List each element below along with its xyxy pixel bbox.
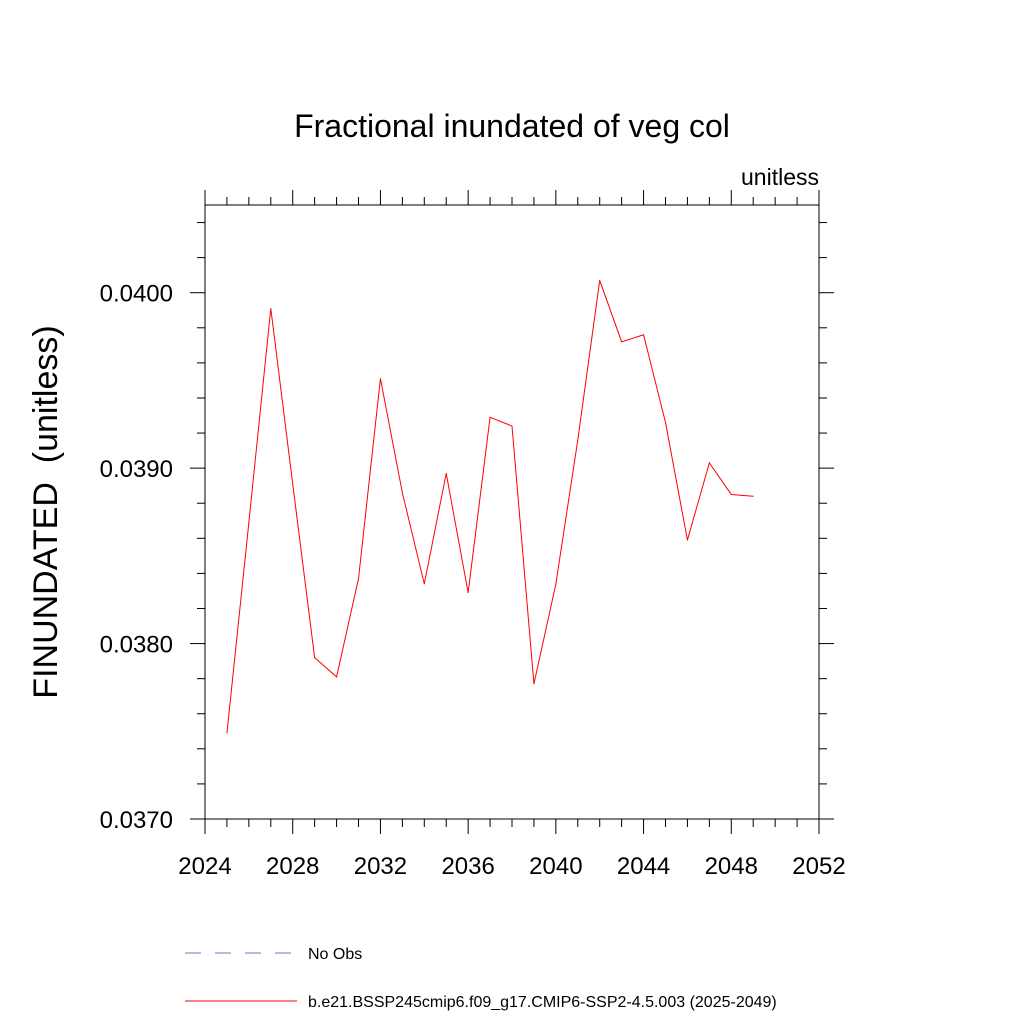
data-point (248, 522, 250, 524)
data-point (292, 483, 294, 485)
x-tick-label: 2024 (178, 853, 231, 880)
plot-frame (204, 204, 820, 820)
data-point (401, 492, 403, 494)
data-point (423, 583, 425, 585)
axis-ticks (190, 190, 834, 834)
data-point (379, 378, 381, 380)
x-tick-label: 2044 (617, 853, 670, 880)
legend-label: No Obs (308, 946, 362, 963)
x-tick-label: 2052 (792, 853, 845, 880)
y-tick-label: 0.0380 (100, 632, 173, 659)
data-point (621, 341, 623, 343)
data-point (730, 493, 732, 495)
x-tick-label: 2028 (266, 853, 319, 880)
y-tick-label: 0.0370 (100, 807, 173, 834)
legend-label: b.e21.BSSP245cmip6.f09_g17.CMIP6-SSP2-4.… (308, 994, 777, 1011)
y-tick-labels: 0.0370 0.0380 0.0390 0.0400 (100, 281, 173, 834)
data-point (445, 472, 447, 474)
data-point (533, 683, 535, 685)
y-tick-label: 0.0400 (100, 281, 173, 308)
data-point (643, 334, 645, 336)
y-tick-label: 0.0390 (100, 456, 173, 483)
data-point (489, 416, 491, 418)
data-point (686, 539, 688, 541)
y-axis-label: FINUNDATED (unitless) (27, 325, 65, 698)
plot-lines (226, 279, 754, 734)
data-point (226, 732, 228, 734)
data-point (577, 439, 579, 441)
data-point (599, 279, 601, 281)
data-point (708, 462, 710, 464)
x-tick-label: 2032 (354, 853, 407, 880)
data-point (358, 578, 359, 580)
x-tick-label: 2036 (441, 853, 494, 880)
data-point (467, 592, 469, 594)
data-point (314, 657, 316, 659)
series-line (226, 280, 754, 734)
x-tick-label: 2040 (529, 853, 582, 880)
data-point (752, 495, 754, 497)
x-tick-label: 2048 (705, 853, 758, 880)
x-tick-labels: 2024 2028 2032 2036 2040 2044 2048 2052 (178, 853, 845, 880)
legend: No Obs b.e21.BSSP245cmip6.f09_g17.CMIP6-S… (185, 946, 777, 1011)
units-label: unitless (741, 164, 819, 190)
data-point (336, 676, 338, 678)
data-point (665, 422, 666, 424)
data-point (511, 425, 513, 427)
chart-title: Fractional inundated of veg col (294, 108, 730, 144)
data-point (270, 308, 272, 310)
data-point (555, 583, 557, 585)
